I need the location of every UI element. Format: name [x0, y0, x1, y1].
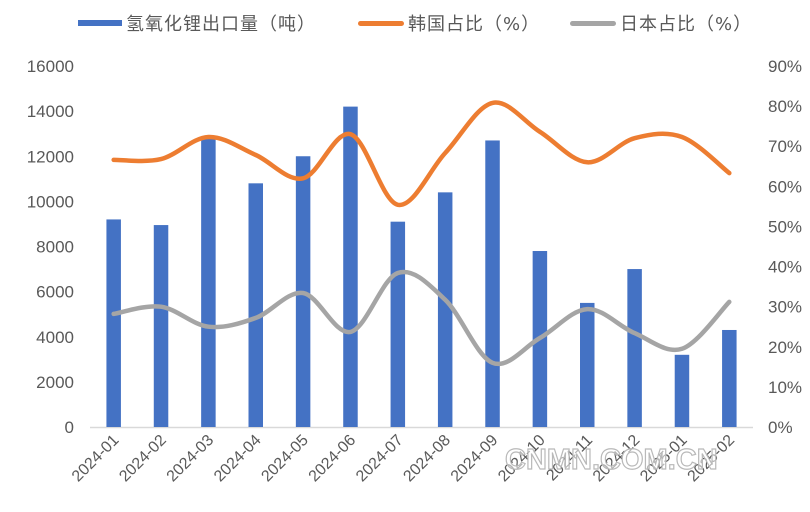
bar-2024-07 — [390, 221, 406, 427]
right-tick-label: 60% — [768, 177, 802, 196]
bar-2025-01 — [674, 354, 690, 427]
left-y-axis: 0 2000 4000 6000 8000 10000 12000 14000 16000 — [27, 57, 74, 437]
korea-share-line — [111, 100, 732, 208]
left-tick-label: 16000 — [27, 57, 74, 76]
bar-2024-11 — [580, 302, 595, 427]
left-tick-label: 0 — [65, 418, 74, 437]
x-tick-label: 2025-02 — [685, 432, 739, 486]
x-tick-label: 2024-05 — [258, 432, 312, 486]
right-y-axis: 0% 10% 20% 30% 40% 50% 60% 70% 80% 90% — [768, 57, 802, 437]
legend-item-korea-share: 韩国占比（%） — [358, 8, 540, 38]
right-tick-label: 70% — [768, 137, 802, 156]
right-tick-label: 90% — [768, 57, 802, 76]
chart-legend: 氢氧化锂出口量（吨） 韩国占比（%） 日本占比（%） — [0, 8, 810, 38]
left-tick-label: 6000 — [36, 283, 74, 302]
legend-label-export-volume: 氢氧化锂出口量（吨） — [126, 14, 316, 35]
x-tick-label: 2024-04 — [211, 432, 265, 486]
grey-line-swatch-icon — [570, 20, 616, 26]
bar-2024-12 — [627, 269, 642, 427]
x-tick-label: 2024-02 — [116, 432, 170, 486]
x-tick-label: 2024-03 — [164, 432, 218, 486]
x-tick-label: 2025-01 — [637, 432, 691, 486]
legend-item-japan-share: 日本占比（%） — [570, 8, 752, 38]
bar-2024-03 — [201, 137, 216, 427]
bar-2024-08 — [437, 192, 453, 427]
left-tick-label: 2000 — [36, 373, 74, 392]
x-tick-label: 2024-06 — [306, 432, 360, 486]
right-tick-label: 0% — [768, 418, 793, 437]
right-tick-label: 20% — [768, 338, 802, 357]
bar-2025-02 — [722, 329, 737, 427]
japan-share-line — [111, 269, 732, 367]
right-tick-label: 50% — [768, 217, 802, 236]
right-tick-label: 40% — [768, 258, 802, 277]
left-tick-label: 8000 — [36, 238, 74, 257]
right-tick-label: 30% — [768, 298, 802, 317]
x-tick-label: 2024-07 — [353, 432, 407, 486]
x-tick-label: 2024-11 — [543, 432, 596, 485]
bar-2024-09 — [485, 140, 500, 428]
legend-label-korea-share: 韩国占比（%） — [408, 14, 541, 35]
left-tick-label: 12000 — [27, 147, 74, 166]
right-tick-label: 80% — [768, 97, 802, 116]
bar-2024-02 — [153, 225, 169, 427]
left-tick-label: 14000 — [27, 102, 74, 121]
left-tick-label: 4000 — [36, 328, 74, 347]
x-tick-label: 2024-08 — [400, 432, 454, 486]
bar-2024-01 — [106, 219, 121, 427]
x-tick-label: 2024-12 — [590, 432, 644, 486]
x-tick-label: 2024-10 — [495, 432, 549, 486]
bar-2024-04 — [248, 183, 263, 427]
bar-2024-06 — [343, 106, 358, 428]
x-tick-label: 2024-09 — [448, 432, 502, 486]
bar-swatch-icon — [78, 20, 122, 26]
x-axis-labels: 2024-012024-022024-032024-042024-052024-… — [69, 432, 738, 486]
orange-line-swatch-icon — [358, 20, 404, 26]
legend-label-japan-share: 日本占比（%） — [620, 14, 753, 35]
export-volume-bars — [106, 106, 737, 428]
x-tick-label: 2024-01 — [69, 432, 123, 486]
legend-item-export-volume: 氢氧化锂出口量（吨） — [78, 8, 316, 38]
right-tick-label: 10% — [768, 378, 802, 397]
left-tick-label: 10000 — [27, 192, 74, 211]
